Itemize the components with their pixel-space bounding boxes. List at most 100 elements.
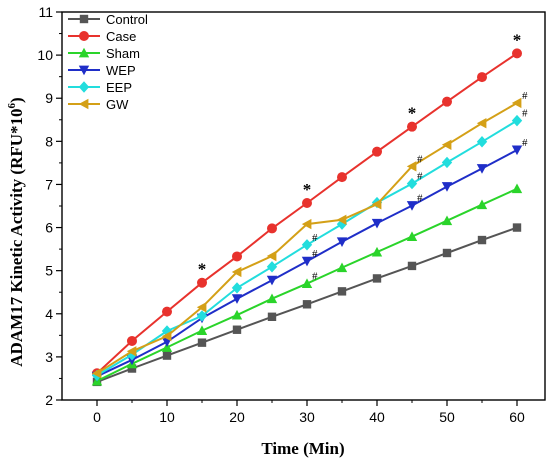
- legend-marker-sham: [78, 47, 90, 58]
- legend-marker-eep: [78, 81, 90, 93]
- legend-marker-case: [79, 31, 89, 41]
- legend-marker-wep: [78, 65, 90, 76]
- x-tick-label: 10: [159, 409, 175, 425]
- data-point-control: [372, 274, 382, 283]
- legend-item-eep: EEP: [68, 80, 132, 95]
- significance-hash: #: [522, 90, 528, 102]
- y-tick-label: 6: [45, 220, 53, 236]
- data-point-control: [197, 338, 207, 347]
- data-point-case: [197, 277, 207, 288]
- significance-hash: #: [417, 171, 423, 183]
- significance-star: *: [408, 104, 417, 123]
- y-tick-label: 7: [45, 176, 53, 192]
- data-point-case: [372, 146, 382, 157]
- significance-hash: #: [312, 248, 318, 260]
- legend-label-wep: WEP: [106, 63, 136, 78]
- data-point-sham: [196, 325, 208, 336]
- data-point-wep: [371, 218, 383, 229]
- data-point-control: [127, 364, 137, 373]
- series-sham: [91, 183, 523, 386]
- legend-label-case: Case: [106, 29, 136, 44]
- data-point-case: [267, 223, 277, 234]
- data-point-wep: [336, 237, 348, 247]
- data-point-wep: [231, 294, 243, 304]
- data-point-eep: [511, 114, 523, 127]
- data-point-wep: [441, 182, 453, 192]
- data-point-gw: [161, 330, 172, 342]
- y-tick-label: 11: [38, 4, 53, 20]
- data-point-gw: [441, 139, 452, 150]
- series-eep: [91, 114, 523, 382]
- data-point-control: [477, 235, 487, 245]
- data-point-eep: [266, 261, 278, 273]
- y-tick-label: 4: [45, 306, 53, 322]
- legend-item-case: Case: [68, 29, 136, 44]
- data-point-gw: [266, 250, 277, 262]
- data-point-case: [127, 335, 137, 346]
- data-point-control: [162, 351, 172, 360]
- data-point-eep: [406, 177, 418, 190]
- y-tick-label: 3: [45, 349, 53, 365]
- significance-hash: #: [522, 137, 528, 149]
- x-tick-label: 30: [299, 409, 315, 425]
- y-axis-title-main: ADAM17 Kinetic Activity (RFU*10: [7, 108, 26, 366]
- data-point-gw: [371, 199, 382, 210]
- x-tick-label: 50: [439, 409, 455, 425]
- data-point-sham: [371, 246, 383, 257]
- y-tick-label: 5: [45, 263, 53, 279]
- legend-item-sham: Sham: [68, 46, 140, 61]
- series-case: [92, 48, 522, 379]
- data-point-control: [512, 223, 522, 232]
- data-point-control: [337, 287, 347, 296]
- significance-star: *: [303, 180, 312, 199]
- data-point-sham: [406, 231, 418, 242]
- legend: Control Case Sham WEP EEP GW: [68, 12, 148, 112]
- significance-hash: #: [312, 232, 318, 244]
- data-point-case: [162, 306, 172, 317]
- significance-star: *: [198, 260, 207, 279]
- significance-hash: #: [522, 108, 528, 120]
- data-point-wep: [406, 201, 418, 211]
- legend-item-gw: GW: [68, 97, 129, 112]
- data-point-case: [407, 121, 417, 132]
- data-point-gw: [511, 97, 522, 109]
- legend-marker-gw: [78, 98, 89, 110]
- data-point-case: [477, 72, 487, 83]
- data-point-sham: [476, 199, 488, 210]
- legend-item-control: Control: [68, 12, 148, 27]
- y-tick-label: 10: [37, 47, 53, 63]
- data-point-control: [302, 300, 312, 309]
- annotation-layer: * * * * # # # # # # # # #: [198, 30, 528, 282]
- x-tick-label: 0: [93, 409, 101, 425]
- data-point-wep: [301, 256, 313, 267]
- data-point-control: [442, 248, 452, 258]
- data-point-sham: [441, 215, 453, 226]
- data-point-gw: [406, 161, 417, 172]
- x-tick-label: 20: [229, 409, 245, 425]
- data-point-sham: [231, 309, 243, 320]
- y-axis-title-exponent: 6: [6, 102, 18, 108]
- significance-star: *: [513, 30, 522, 49]
- data-point-gw: [336, 214, 347, 225]
- y-axis: 2 3 4 5 6 7 8 9 10 11: [37, 4, 62, 408]
- data-point-gw: [476, 118, 487, 129]
- data-point-control: [232, 325, 242, 334]
- x-tick-label: 40: [369, 409, 385, 425]
- data-point-case: [302, 197, 312, 208]
- x-axis: 0 10 20 30 40 50 60: [93, 400, 525, 425]
- data-point-wep: [266, 275, 278, 286]
- data-point-gw: [196, 302, 207, 313]
- legend-label-eep: EEP: [106, 80, 132, 95]
- legend-label-gw: GW: [106, 97, 129, 112]
- data-point-control: [267, 312, 277, 321]
- significance-hash: #: [312, 271, 318, 283]
- data-point-gw: [301, 218, 312, 230]
- data-point-eep: [301, 239, 313, 251]
- data-point-sham: [336, 262, 348, 273]
- data-point-eep: [231, 282, 243, 294]
- data-point-case: [512, 48, 522, 59]
- data-point-eep: [441, 156, 453, 169]
- series-line-case: [96, 52, 518, 375]
- legend-label-control: Control: [106, 12, 148, 27]
